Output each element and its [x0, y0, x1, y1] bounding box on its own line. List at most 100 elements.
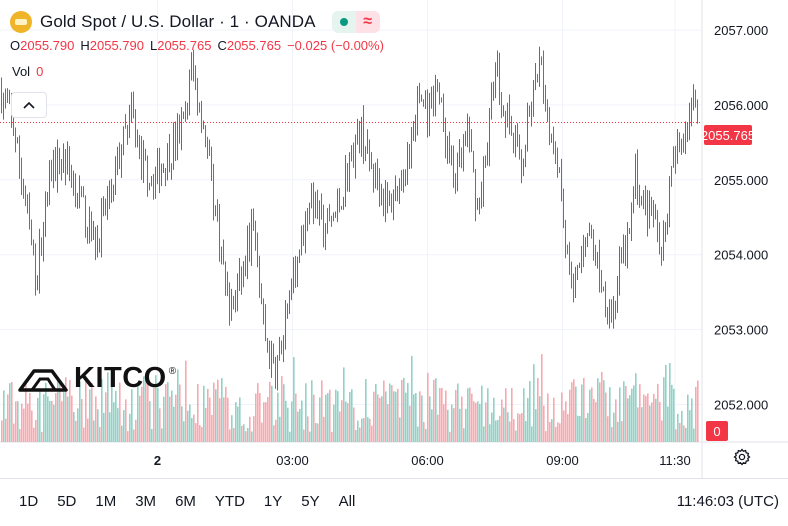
volume-bar [65, 377, 67, 442]
volume-bar [157, 387, 159, 442]
volume-bar [547, 393, 549, 442]
volume-bar [543, 405, 545, 442]
symbol-title[interactable]: Gold Spot / U.S. Dollar · 1 · OANDA [40, 12, 316, 31]
volume-bar [145, 378, 147, 442]
volume-bar [205, 407, 207, 442]
volume-bar [689, 410, 691, 442]
range-selector: 1D 5D 1M 3M 6M YTD 1Y 5Y All [19, 493, 374, 510]
volume-bar [33, 427, 35, 442]
volume-bar [153, 387, 155, 442]
volume-bar [193, 414, 195, 442]
volume-bar [563, 410, 565, 442]
volume-bar [469, 387, 471, 442]
volume-bar [19, 428, 21, 442]
time-axis[interactable]: 2 03:00 06:00 09:00 11:30 [154, 453, 691, 468]
range-button-6m[interactable]: 6M [175, 493, 196, 510]
price-axis[interactable]: 2057.000 2056.000 2055.000 2054.000 2053.000… [714, 23, 768, 413]
volume-bar [457, 383, 459, 442]
utc-clock[interactable]: 11:46:03 (UTC) [676, 493, 779, 510]
volume-bar [309, 431, 311, 442]
volume-bar [585, 417, 587, 442]
volume-bar [137, 382, 139, 442]
settings-gear-icon[interactable] [733, 448, 751, 471]
volume-bar [445, 390, 447, 442]
volume-bar [651, 402, 653, 442]
volume-bar [575, 386, 577, 442]
volume-bar [123, 410, 125, 442]
volume-bar [407, 383, 409, 442]
volume-bar [687, 394, 689, 442]
volume-bar [105, 392, 107, 442]
volume-bar [569, 389, 571, 442]
volume-bar [305, 383, 307, 442]
y-tick-label: 2055.000 [714, 173, 768, 188]
volume-bar [605, 392, 607, 442]
volume-bar [413, 394, 415, 442]
volume-bar [31, 410, 33, 442]
volume-bar [397, 388, 399, 442]
volume-bar [671, 384, 673, 442]
volume-bar [387, 403, 389, 442]
volume-bar [203, 385, 205, 442]
y-tick-label: 2052.000 [714, 398, 768, 413]
close-key: C [217, 38, 227, 53]
volume-bar [215, 389, 217, 442]
volume-bar [95, 396, 97, 442]
range-button-1d[interactable]: 1D [19, 493, 39, 510]
volume-bar [617, 421, 619, 442]
volume-bar [665, 365, 667, 442]
volume-bar [373, 391, 375, 442]
volume-bar [59, 383, 61, 442]
volume-bar [675, 429, 677, 442]
volume-bar [607, 416, 609, 442]
volume-bar [539, 396, 541, 442]
volume-bar [427, 372, 429, 442]
volume-bar [347, 403, 349, 442]
y-tick-label: 2057.000 [714, 23, 768, 38]
volume-bar [283, 384, 285, 442]
volume-bar [625, 385, 627, 442]
volume-bar [357, 420, 359, 442]
volume-bar [177, 369, 179, 442]
range-button-all[interactable]: All [338, 493, 356, 510]
range-button-ytd[interactable]: YTD [214, 493, 245, 510]
volume-bar [451, 404, 453, 442]
volume-bar [279, 416, 281, 442]
collapse-legend-button[interactable] [11, 92, 47, 118]
volume-bar [561, 392, 563, 442]
volume-bar [103, 412, 105, 442]
volume-bar [541, 354, 543, 442]
volume-label: Vol [12, 64, 31, 79]
volume-bar [107, 372, 109, 442]
volume-bar [141, 386, 143, 442]
range-button-5y[interactable]: 5Y [301, 493, 320, 510]
chevron-up-icon [23, 101, 35, 109]
volume-bar [313, 394, 315, 442]
kitco-mark-icon [18, 368, 68, 392]
volume-bar [201, 426, 203, 442]
price-chart[interactable]: 2057.000 2056.000 2055.000 2054.000 2053.000… [0, 0, 788, 478]
status-pill[interactable]: ≈ [331, 11, 380, 33]
volume-bar [693, 428, 695, 442]
range-button-5d[interactable]: 5D [57, 493, 77, 510]
volume-bar [297, 411, 299, 442]
volume-bar [325, 394, 327, 442]
volume-bar [341, 400, 343, 442]
volume-bar [567, 414, 569, 442]
volume-bar [465, 408, 467, 442]
range-button-1m[interactable]: 1M [95, 493, 117, 510]
volume-bar [679, 423, 681, 442]
symbol-header[interactable]: Gold Spot / U.S. Dollar · 1 · OANDA ≈ [10, 10, 380, 34]
volume-bar [533, 364, 535, 442]
volume-bar [287, 407, 289, 442]
range-button-3m[interactable]: 3M [135, 493, 157, 510]
range-button-1y[interactable]: 1Y [263, 493, 283, 510]
volume-bar [17, 401, 19, 442]
volume-bar [115, 390, 117, 442]
volume-bar [487, 388, 489, 442]
volume-bar [55, 393, 57, 442]
approx-icon: ≈ [355, 11, 380, 33]
volume-bar [271, 385, 273, 442]
volume-bar [677, 413, 679, 442]
volume-bar [43, 394, 45, 442]
